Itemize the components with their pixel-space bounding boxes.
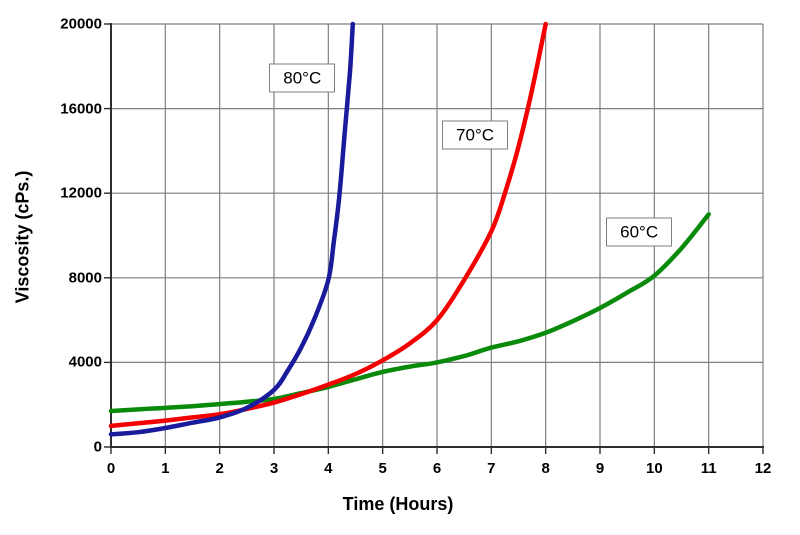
y-tick-label: 0 — [93, 438, 102, 456]
series-curves — [108, 21, 711, 437]
x-tick-label: 11 — [700, 460, 717, 477]
x-tick-label: 5 — [378, 460, 387, 477]
y-tick-label: 4000 — [68, 353, 102, 371]
curve-label-70c: 70°C — [442, 120, 509, 150]
x-tick-label: 1 — [161, 460, 170, 477]
y-tick-label: 16000 — [60, 100, 102, 118]
x-tick-label: 12 — [754, 460, 772, 477]
x-tick-label: 9 — [595, 460, 605, 477]
x-tick-label: 10 — [645, 460, 663, 477]
x-tick-label: 6 — [432, 460, 442, 477]
y-tick-label: 12000 — [60, 184, 102, 202]
y-axis-title: Viscosity (cPs.) — [12, 170, 33, 304]
series-line-70c — [108, 21, 548, 429]
y-tick-label: 8000 — [68, 269, 102, 287]
series-line-60c — [108, 212, 711, 414]
x-tick-label: 2 — [215, 460, 224, 477]
x-tick-label: 0 — [106, 460, 116, 477]
x-tick-label: 7 — [487, 460, 496, 477]
x-axis-title: Time (Hours) — [342, 494, 454, 514]
tick-marks — [104, 23, 764, 454]
y-tick-label: 20000 — [60, 15, 102, 33]
x-tick-label: 4 — [324, 460, 333, 477]
x-tick-label: 8 — [541, 460, 550, 477]
series-line-80c — [108, 21, 356, 437]
x-tick-label: 3 — [269, 460, 279, 477]
curve-label-80c: 80°C — [269, 63, 336, 93]
curve-label-60c: 60°C — [606, 217, 673, 247]
